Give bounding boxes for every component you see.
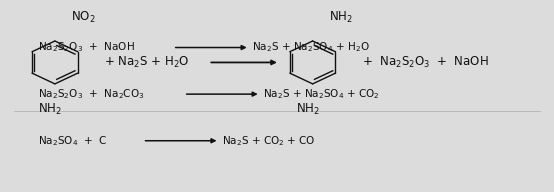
Text: + Na$_2$S + H$_2$O: + Na$_2$S + H$_2$O [104, 55, 189, 70]
Text: +  Na$_2$S$_2$O$_3$  +  NaOH: + Na$_2$S$_2$O$_3$ + NaOH [362, 55, 489, 70]
Text: NH$_2$: NH$_2$ [329, 10, 353, 25]
Text: NH$_2$: NH$_2$ [296, 102, 320, 117]
Text: Na$_2$S$_2$O$_3$  +  Na$_2$CO$_3$: Na$_2$S$_2$O$_3$ + Na$_2$CO$_3$ [38, 87, 145, 101]
Text: Na$_2$S$_2$O$_3$  +  NaOH: Na$_2$S$_2$O$_3$ + NaOH [38, 41, 135, 54]
Text: Na$_2$SO$_4$  +  C: Na$_2$SO$_4$ + C [38, 134, 108, 148]
Text: NO$_2$: NO$_2$ [71, 10, 96, 25]
Text: Na$_2$S + CO$_2$ + CO: Na$_2$S + CO$_2$ + CO [222, 134, 316, 148]
Text: NH$_2$: NH$_2$ [38, 102, 62, 117]
Text: Na$_2$S + Na$_2$SO$_4$ + H$_2$O: Na$_2$S + Na$_2$SO$_4$ + H$_2$O [252, 41, 370, 54]
Text: Na$_2$S + Na$_2$SO$_4$ + CO$_2$: Na$_2$S + Na$_2$SO$_4$ + CO$_2$ [263, 87, 380, 101]
